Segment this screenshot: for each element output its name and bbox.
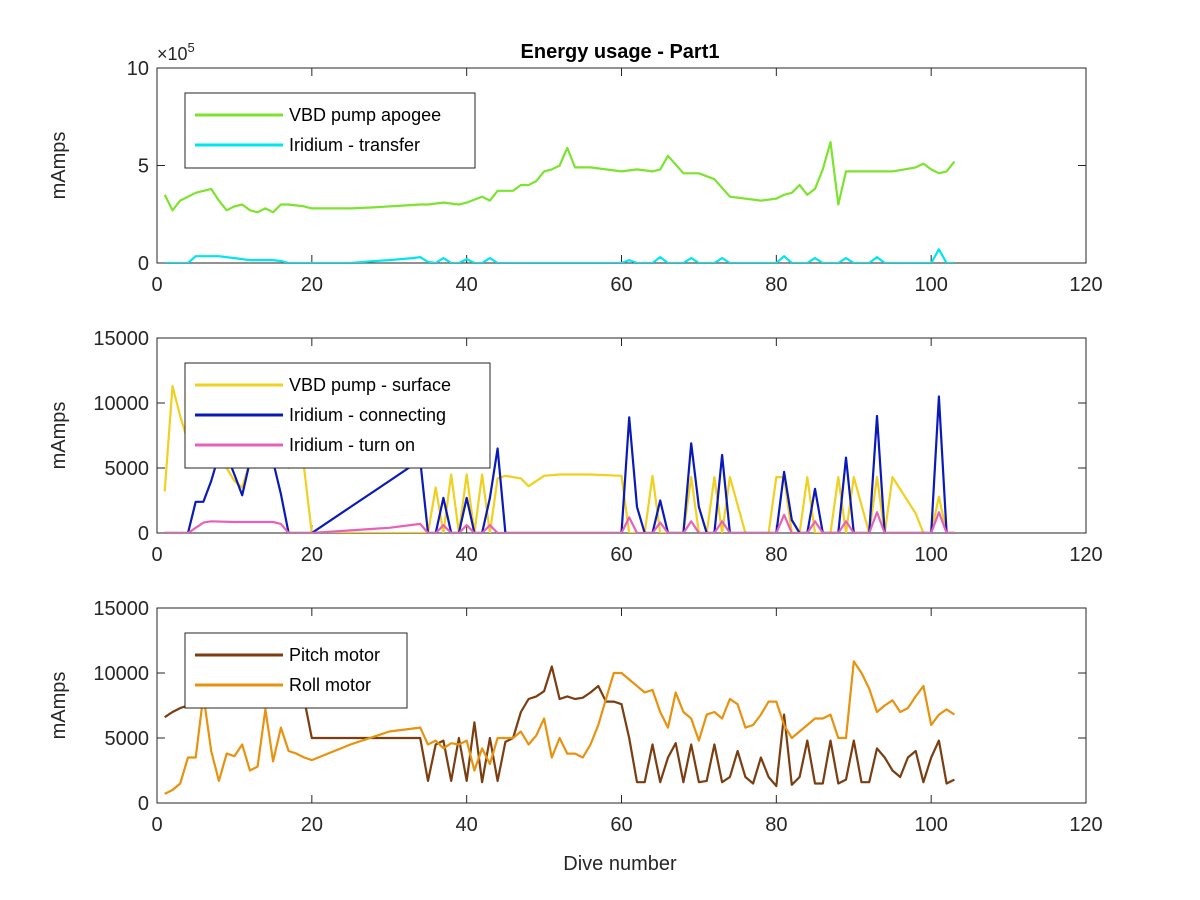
legend: Pitch motor Roll motor [184,632,408,709]
series-line-roll-motor [164,660,956,795]
x-tick-label: 120 [1069,274,1102,296]
y-axis-label: mAmps [48,672,70,740]
x-tick-label: 0 [151,814,162,836]
legend: VBD pump - surface Iridium - connecting Ir… [184,362,491,469]
legend-box [184,632,408,709]
x-tick-label: 120 [1069,544,1102,566]
y-tick-label: 15000 [93,328,149,350]
subplots-container: 0 20 40 60 80 100 120 0 5 10 ×105 mAmps VBD pump apo… [48,40,1103,836]
legend-entry: Roll motor [289,675,371,695]
x-tick-label: 60 [610,274,632,296]
y-axis-label: mAmps [48,402,70,470]
legend-entry: Pitch motor [289,645,380,665]
series-line-iridium-transfer [164,248,955,263]
x-tick-label: 100 [914,274,947,296]
y-exponent-label: ×105 [157,40,195,64]
legend-entry: VBD pump - surface [289,375,451,395]
x-tick-label: 60 [610,544,632,566]
y-tick-label: 0 [138,793,149,815]
x-tick-label: 20 [301,544,323,566]
x-tick-label: 120 [1069,814,1102,836]
legend-entry: Iridium - connecting [289,405,446,425]
y-tick-label: 10000 [93,393,149,415]
legend-entry: VBD pump apogee [289,105,441,125]
x-tick-label: 20 [301,274,323,296]
subplot-3: 0 20 40 60 80 100 120 0 5000 10000 15000 mAmps Pitch… [48,598,1103,836]
x-tick-label: 80 [765,814,787,836]
y-tick-label: 5 [138,156,149,178]
x-tick-label: 20 [301,814,323,836]
x-tick-label: 40 [456,544,478,566]
legend-entry: Iridium - turn on [289,435,415,455]
y-tick-label: 15000 [93,598,149,620]
subplot-2: 0 20 40 60 80 100 120 0 5000 10000 15000 mAmps VBD p… [48,328,1103,566]
x-tick-label: 60 [610,814,632,836]
y-tick-label: 5000 [105,458,150,480]
y-tick-label: 10000 [93,663,149,685]
series-line-iridium-turn-on [164,511,955,533]
x-tick-label: 0 [151,544,162,566]
y-tick-label: 5000 [105,728,150,750]
y-tick-label: 10 [127,58,149,80]
legend-box [184,92,476,169]
figure-title: Energy usage - Part1 [521,41,720,63]
y-tick-label: 0 [138,523,149,545]
legend-entry: Iridium - transfer [289,135,420,155]
x-tick-label: 0 [151,274,162,296]
x-tick-label: 40 [456,274,478,296]
x-axis-label: Dive number [563,853,677,875]
x-tick-label: 100 [914,814,947,836]
y-axis-label: mAmps [48,132,70,200]
x-tick-label: 80 [765,544,787,566]
subplot-1: 0 20 40 60 80 100 120 0 5 10 ×105 mAmps VBD pump apo… [48,40,1103,296]
series-line-vbd-pump-apogee [163,141,956,214]
legend: VBD pump apogee Iridium - transfer [184,92,476,169]
y-tick-label: 0 [138,253,149,275]
series-line-pitch-motor [164,665,955,788]
x-tick-label: 80 [765,274,787,296]
x-tick-label: 100 [914,544,947,566]
x-tick-label: 40 [456,814,478,836]
